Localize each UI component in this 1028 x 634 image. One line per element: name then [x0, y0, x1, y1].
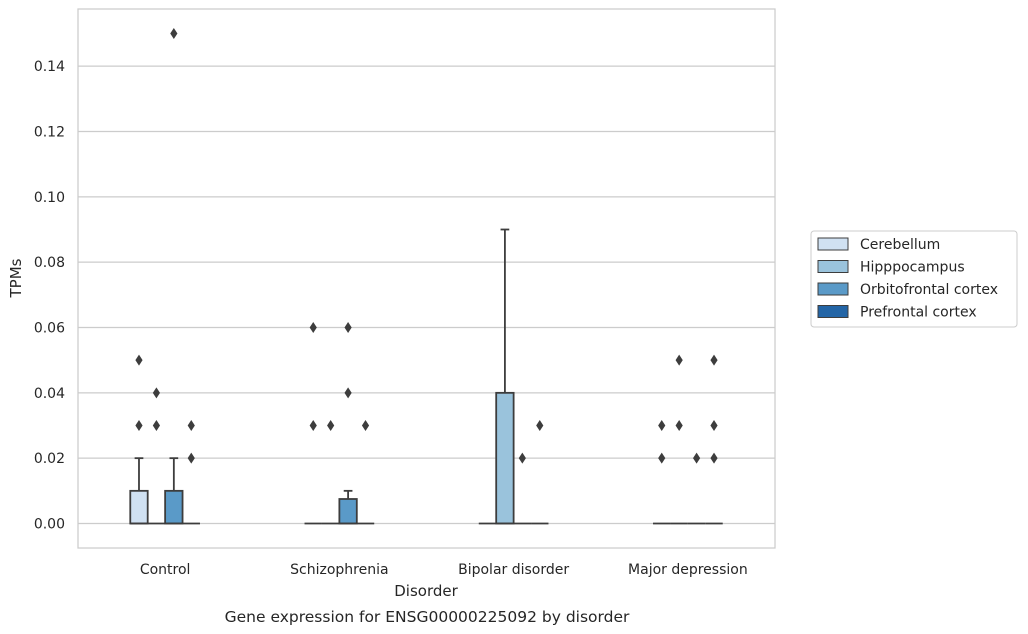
x-tick-label: Major depression: [628, 562, 748, 578]
legend-label: Prefrontal cortex: [860, 305, 977, 321]
y-tick-label: 0.04: [34, 386, 65, 402]
x-tick-label: Schizophrenia: [290, 562, 388, 578]
y-tick-label: 0.02: [34, 451, 65, 467]
outlier-point: [675, 354, 683, 366]
y-tick-label: 0.06: [34, 321, 65, 337]
box-prefrontal-cortex: [182, 420, 200, 525]
box-prefrontal-cortex: [356, 420, 375, 525]
outlier-point: [536, 420, 544, 431]
box-orbitofrontal-cortex: [687, 452, 706, 525]
x-tick-labels: Control Schizophrenia Bipolar disorder Majo…: [140, 562, 748, 578]
boxes: [129, 28, 723, 525]
legend-swatch: [817, 260, 849, 273]
legend-swatch: [817, 237, 849, 251]
box-hipppocampus: [670, 354, 688, 525]
plot-area: [78, 9, 775, 548]
box-orbitofrontal-cortex: [338, 322, 358, 525]
outlier-point: [710, 420, 718, 431]
outlier-point: [518, 452, 526, 464]
outlier-point: [152, 387, 161, 399]
legend-swatch: [817, 305, 849, 318]
outlier-point: [344, 322, 352, 333]
plot-frame: [77, 8, 776, 549]
outlier-point: [309, 322, 317, 333]
box-orbitofrontal-cortex: [164, 28, 184, 525]
box-hipppocampus: [321, 420, 340, 525]
box-cerebellum: [653, 420, 671, 525]
outlier-point: [187, 420, 195, 431]
x-tick-label: Control: [140, 562, 191, 578]
outlier-point: [658, 420, 666, 431]
y-tick-labels: 0.00 0.02 0.04 0.06 0.08 0.10 0.12 0.14: [34, 59, 65, 532]
outlier-point: [361, 420, 370, 431]
outlier-point: [327, 420, 335, 431]
box-hipppocampus: [147, 387, 166, 525]
outlier-point: [692, 452, 701, 464]
box-iqr: [338, 498, 358, 525]
outlier-point: [187, 452, 195, 464]
y-tick-label: 0.08: [34, 255, 65, 271]
y-tick-label: 0.12: [34, 125, 65, 141]
legend-label: Orbitofrontal cortex: [860, 282, 998, 298]
y-tick-label: 0.10: [34, 190, 65, 206]
outlier-point: [309, 420, 317, 431]
chart-title: Gene expression for ENSG00000225092 by d…: [225, 608, 630, 626]
legend-label: Hipppocampus: [860, 260, 965, 276]
outlier-point: [710, 354, 718, 366]
box-iqr: [129, 489, 149, 525]
y-axis-label: TPMs: [7, 258, 25, 298]
box-hipppocampus: [495, 228, 515, 525]
outlier-point: [170, 28, 178, 39]
outlier-point: [152, 420, 161, 431]
box-prefrontal-cortex: [531, 420, 549, 525]
legend-label: Cerebellum: [860, 237, 940, 253]
legend-swatch: [817, 282, 849, 296]
outlier-point: [135, 420, 143, 431]
legend: Cerebellum Hipppocampus Orbitofrontal cort…: [810, 230, 1018, 328]
box-iqr: [164, 489, 184, 525]
box-prefrontal-cortex: [705, 354, 723, 525]
y-tick-label: 0.14: [34, 59, 65, 75]
x-axis-label: Disorder: [394, 582, 458, 600]
outlier-point: [675, 420, 683, 431]
box-iqr: [495, 391, 515, 525]
legend-frame: [810, 230, 1018, 328]
outlier-point: [710, 452, 718, 464]
outlier-point: [135, 354, 143, 366]
box-orbitofrontal-cortex: [513, 452, 532, 525]
outlier-point: [344, 387, 352, 399]
box-cerebellum: [304, 322, 322, 525]
outlier-point: [658, 452, 666, 464]
y-tick-label: 0.00: [34, 517, 65, 533]
box-cerebellum: [129, 354, 149, 525]
x-tick-label: Bipolar disorder: [458, 562, 569, 578]
